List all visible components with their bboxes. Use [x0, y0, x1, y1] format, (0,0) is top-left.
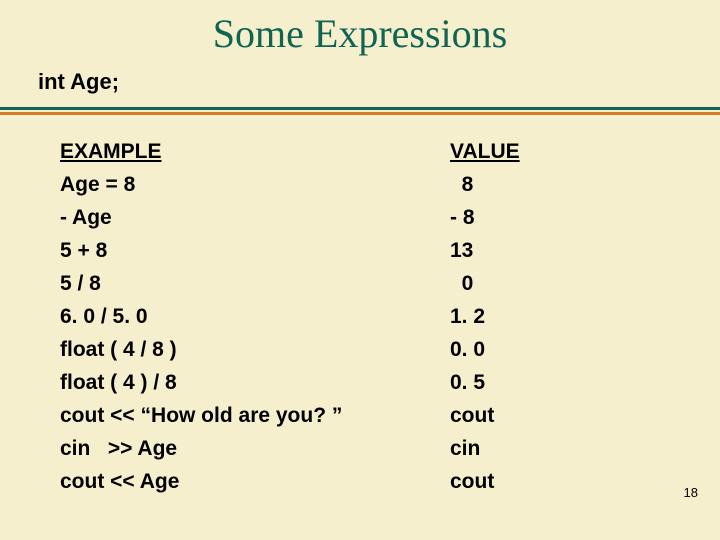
divider	[0, 107, 720, 115]
value-header: VALUE	[450, 135, 590, 168]
value-cell: - 8	[450, 201, 590, 234]
declaration-text: int Age;	[0, 69, 720, 95]
divider-line-top	[0, 107, 720, 110]
content-table: EXAMPLE Age = 8 - Age 5 + 8 5 / 8 6. 0 /…	[0, 115, 720, 498]
value-cell: 8	[450, 168, 590, 201]
page-number: 18	[684, 485, 698, 500]
example-header: EXAMPLE	[60, 135, 450, 168]
value-cell: 0. 0	[450, 333, 590, 366]
example-cell: float ( 4 / 8 )	[60, 333, 450, 366]
value-cell: 0. 5	[450, 366, 590, 399]
example-cell: 5 + 8	[60, 234, 450, 267]
example-cell: 6. 0 / 5. 0	[60, 300, 450, 333]
example-cell: float ( 4 ) / 8	[60, 366, 450, 399]
value-column: VALUE 8 - 8 13 0 1. 2 0. 0 0. 5 cout cin…	[450, 135, 590, 498]
value-cell: cout	[450, 399, 590, 432]
value-cell: 1. 2	[450, 300, 590, 333]
value-cell: cout	[450, 465, 590, 498]
example-cell: - Age	[60, 201, 450, 234]
value-cell: 0	[450, 267, 590, 300]
example-cell: cin >> Age	[60, 432, 450, 465]
example-cell: 5 / 8	[60, 267, 450, 300]
example-cell: Age = 8	[60, 168, 450, 201]
divider-line-bottom	[0, 112, 720, 115]
slide-title: Some Expressions	[0, 0, 720, 57]
value-cell: cin	[450, 432, 590, 465]
example-column: EXAMPLE Age = 8 - Age 5 + 8 5 / 8 6. 0 /…	[60, 135, 450, 498]
value-cell: 13	[450, 234, 590, 267]
example-cell: cout << “How old are you? ”	[60, 399, 450, 432]
example-cell: cout << Age	[60, 465, 450, 498]
slide: Some Expressions int Age; EXAMPLE Age = …	[0, 0, 720, 540]
